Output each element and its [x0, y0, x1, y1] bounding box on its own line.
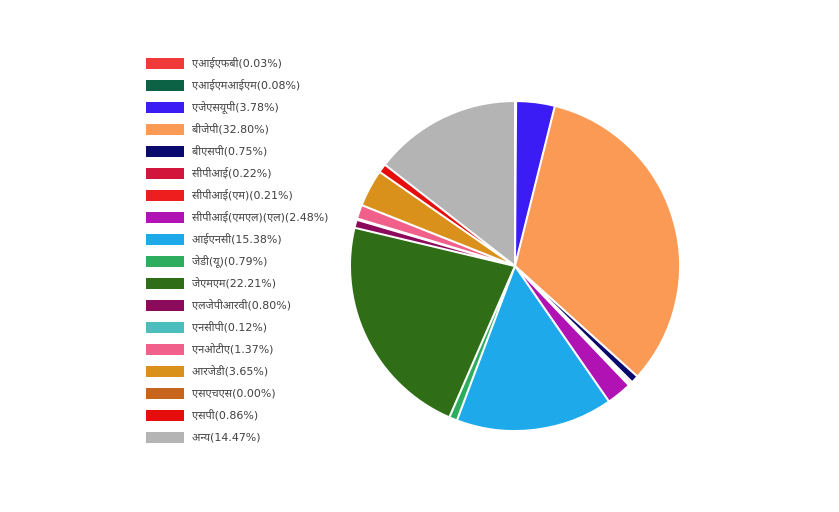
- legend-item[interactable]: एआईएफबी(0.03%): [146, 52, 328, 74]
- legend-swatch: [146, 233, 184, 245]
- legend-swatch: [146, 167, 184, 179]
- legend-label: एनसीपी(0.12%): [192, 320, 268, 334]
- legend-swatch: [146, 123, 184, 135]
- legend-swatch: [146, 343, 184, 355]
- legend-item[interactable]: अन्य(14.47%): [146, 426, 328, 448]
- legend-item[interactable]: सीपीआई(एमएल)(एल)(2.48%): [146, 206, 328, 228]
- legend-item[interactable]: बीजेपी(32.80%): [146, 118, 328, 140]
- legend-swatch: [146, 299, 184, 311]
- legend-item[interactable]: एजेएसयूपी(3.78%): [146, 96, 328, 118]
- pie-slice[interactable]: [383, 99, 516, 269]
- legend-swatch: [146, 101, 184, 113]
- legend-item[interactable]: एनसीपी(0.12%): [146, 316, 328, 338]
- legend-label: एआईएमआईएम(0.08%): [192, 78, 301, 92]
- legend-item[interactable]: सीपीआई(एम)(0.21%): [146, 184, 328, 206]
- legend-swatch: [146, 431, 184, 443]
- legend-label: एसपी(0.86%): [192, 408, 259, 422]
- legend-item[interactable]: एआईएमआईएम(0.08%): [146, 74, 328, 96]
- legend-label: बीजेपी(32.80%): [192, 122, 269, 136]
- legend-swatch: [146, 255, 184, 267]
- legend-item[interactable]: जेएमएम(22.21%): [146, 272, 328, 294]
- legend-swatch: [146, 321, 184, 333]
- legend-label: सीपीआई(0.22%): [192, 166, 272, 180]
- legend-swatch: [146, 409, 184, 421]
- legend-label: सीपीआई(एमएल)(एल)(2.48%): [192, 210, 329, 224]
- legend-swatch: [146, 57, 184, 69]
- legend-swatch: [146, 79, 184, 91]
- legend-item[interactable]: आरजेडी(3.65%): [146, 360, 328, 382]
- legend-label: जेएमएम(22.21%): [192, 276, 277, 290]
- legend-swatch: [146, 387, 184, 399]
- legend-label: एसएचएस(0.00%): [192, 386, 276, 400]
- legend-item[interactable]: एसएचएस(0.00%): [146, 382, 328, 404]
- legend-label: एनओटीए(1.37%): [192, 342, 274, 356]
- legend-label: एआईएफबी(0.03%): [192, 56, 282, 70]
- pie-slice[interactable]: [513, 104, 681, 379]
- legend-item[interactable]: एलजेपीआरवी(0.80%): [146, 294, 328, 316]
- legend-label: आईएनसी(15.38%): [192, 232, 282, 246]
- legend-label: एजेएसयूपी(3.78%): [192, 100, 279, 114]
- legend-item[interactable]: आईएनसी(15.38%): [146, 228, 328, 250]
- legend-label: एलजेपीआरवी(0.80%): [192, 298, 292, 312]
- legend-item[interactable]: सीपीआई(0.22%): [146, 162, 328, 184]
- legend-swatch: [146, 277, 184, 289]
- legend-swatch: [146, 365, 184, 377]
- legend-label: अन्य(14.47%): [192, 430, 261, 444]
- legend-label: सीपीआई(एम)(0.21%): [192, 188, 293, 202]
- legend-item[interactable]: एसपी(0.86%): [146, 404, 328, 426]
- legend-swatch: [146, 189, 184, 201]
- legend-item[interactable]: जेडी(यू)(0.79%): [146, 250, 328, 272]
- legend-label: आरजेडी(3.65%): [192, 364, 269, 378]
- legend-swatch: [146, 211, 184, 223]
- legend-swatch: [146, 145, 184, 157]
- legend-label: बीएसपी(0.75%): [192, 144, 268, 158]
- legend: एआईएफबी(0.03%) एआईएमआईएम(0.08%) एजेएसयूपी(…: [146, 52, 328, 448]
- pie-slice[interactable]: [349, 226, 517, 419]
- legend-label: जेडी(यू)(0.79%): [192, 254, 268, 268]
- legend-item[interactable]: एनओटीए(1.37%): [146, 338, 328, 360]
- pie-slice[interactable]: [455, 263, 611, 432]
- legend-item[interactable]: बीएसपी(0.75%): [146, 140, 328, 162]
